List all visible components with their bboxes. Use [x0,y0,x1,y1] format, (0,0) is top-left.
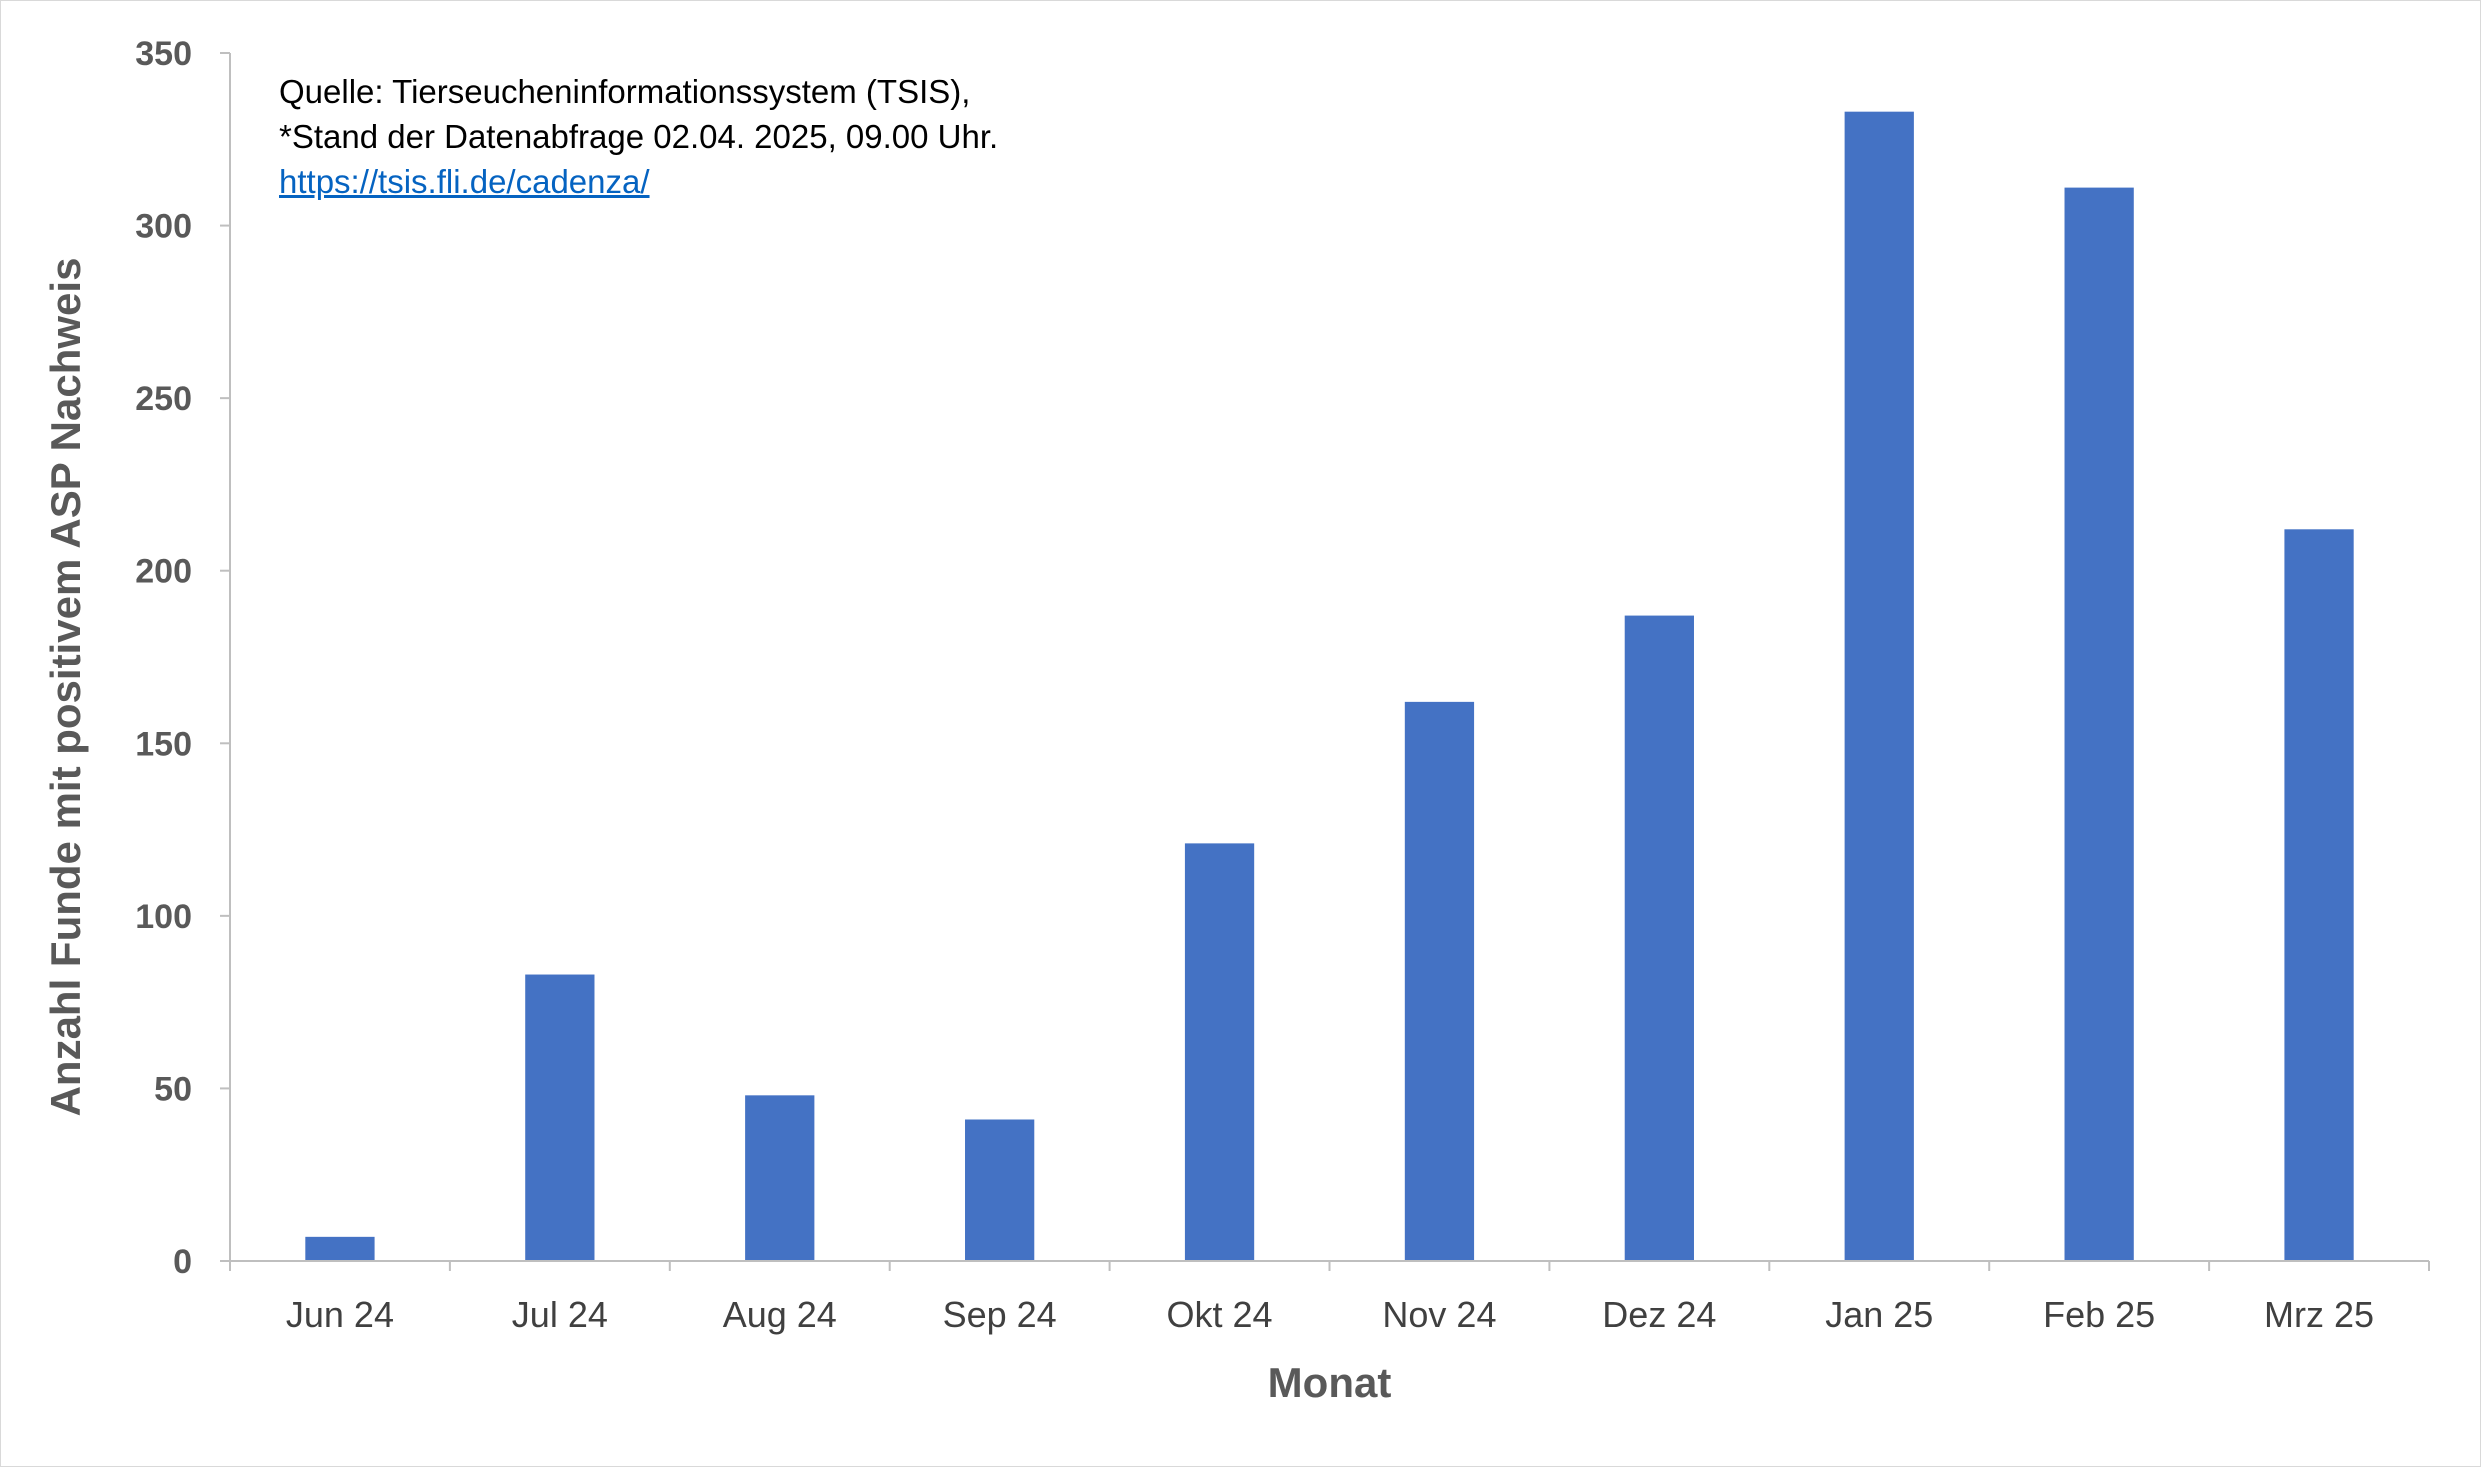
source-link[interactable]: https://tsis.fli.de/cadenza/ [279,163,650,200]
source-annotation: Quelle: Tierseucheninformationssystem (T… [279,69,998,204]
x-tick-label: Nov 24 [1382,1294,1496,1335]
x-axis-title: Monat [1268,1359,1392,1406]
y-tick-label: 150 [135,725,192,763]
bar-aug-24 [745,1095,815,1261]
x-tick-label: Sep 24 [943,1294,1057,1335]
query-date-line: *Stand der Datenabfrage 02.04. 2025, 09.… [279,118,999,155]
bar-mrz-25 [2284,529,2354,1261]
bar-jun-24 [305,1236,375,1261]
x-tick-label: Okt 24 [1167,1294,1273,1335]
bar-feb-25 [2064,187,2134,1261]
y-tick-label: 100 [135,898,192,936]
y-tick-label: 50 [154,1070,192,1108]
y-tick-label: 0 [173,1243,192,1281]
source-link-line: https://tsis.fli.de/cadenza/ [279,159,998,204]
y-tick-label: 200 [135,553,192,591]
x-tick-label: Aug 24 [723,1294,837,1335]
bar-jan-25 [1844,111,1914,1261]
source-line: Quelle: Tierseucheninformationssystem (T… [279,73,971,110]
bar-okt-24 [1184,843,1255,1261]
y-tick-label: 350 [135,35,192,73]
bar-nov-24 [1404,701,1475,1261]
x-axis-labels: Jun 24 Jul 24 Aug 24 Sep 24 Okt 24 Nov 24 Dez … [286,1294,2374,1335]
bar-jul-24 [525,974,595,1261]
y-axis-title: Anzahl Funde mit positivem ASP Nachweis [42,258,89,1117]
bar-sep-24 [965,1119,1035,1261]
x-tick-label: Dez 24 [1602,1294,1716,1335]
x-axis-ticks [229,1261,2430,1271]
x-tick-label: Jun 24 [286,1294,394,1335]
bar-dez-24 [1624,615,1694,1261]
bars [305,111,2354,1261]
y-axis-ticks: 0 50 100 150 200 250 300 350 [135,35,230,1281]
x-tick-label: Jan 25 [1825,1294,1933,1335]
x-tick-label: Feb 25 [2043,1294,2155,1335]
y-tick-label: 300 [135,208,192,246]
x-tick-label: Jul 24 [512,1294,608,1335]
y-tick-label: 250 [135,380,192,418]
x-tick-label: Mrz 25 [2264,1294,2374,1335]
